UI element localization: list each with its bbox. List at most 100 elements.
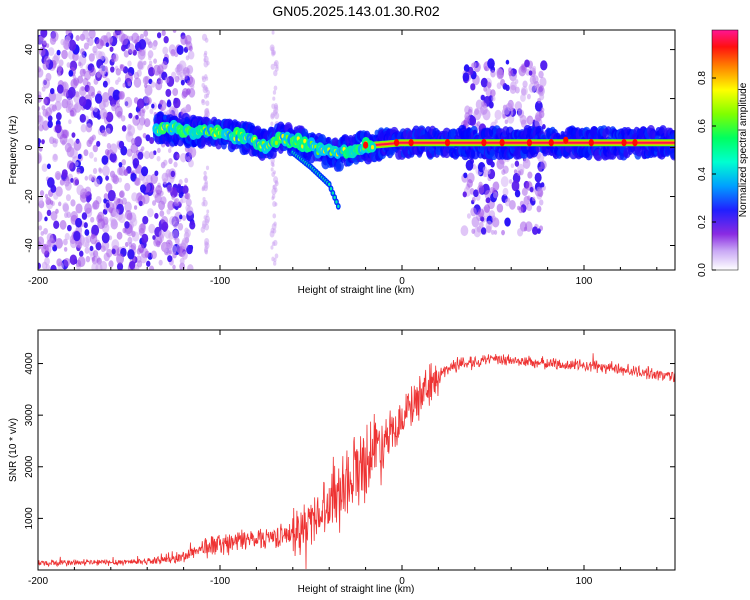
spectrogram-cell [81, 212, 88, 220]
spectrogram-x-tick-label: -200 [28, 276, 48, 287]
spectrogram-cell [96, 214, 103, 223]
spectrogram-cell [84, 241, 90, 249]
spectrogram-cell [511, 180, 520, 192]
spectrogram-cell [39, 190, 45, 197]
spectrogram-cell [122, 82, 126, 88]
spectrogram-cell [89, 106, 94, 111]
spectrogram-cell [62, 202, 69, 212]
spectrogram-cell [127, 249, 135, 260]
spectrogram-cell [56, 65, 62, 72]
spectrogram-cell [127, 212, 133, 221]
spectrogram-cell [150, 173, 158, 184]
spectrogram-cell [184, 177, 189, 184]
spectrogram-cell [471, 196, 476, 203]
spectrogram-cell [70, 199, 76, 207]
spectrogram-cell [152, 64, 161, 76]
spectrogram-cell [269, 44, 275, 52]
spectrogram-cell [121, 159, 127, 166]
spectrogram-cell [166, 184, 173, 194]
spectrogram-cell [500, 176, 509, 188]
spectrogram-cell [203, 93, 208, 99]
spectrogram-cell [167, 200, 175, 211]
spectrogram-cell [45, 197, 52, 206]
spectrogram-cell [335, 200, 338, 204]
spectrogram-cell [43, 55, 51, 65]
spectrogram-cell [187, 264, 194, 270]
spectrogram-cell [548, 139, 554, 147]
spectrogram-cell [95, 50, 103, 61]
spectrogram-cell [151, 42, 157, 51]
spectrogram-cell [75, 161, 79, 167]
spectrogram-cell [172, 221, 179, 229]
spectrogram-cell [270, 157, 275, 165]
spectrogram-cell [61, 49, 68, 60]
spectrogram-cell [173, 161, 178, 168]
spectrogram-cell [174, 211, 183, 223]
spectrogram-cell [112, 31, 118, 38]
spectrogram-cell [73, 103, 79, 110]
spectrogram-cell [103, 198, 107, 204]
spectrogram-cell [172, 264, 176, 270]
spectrogram-cell [87, 64, 93, 71]
spectrogram-cell [116, 102, 121, 108]
spectrogram-cell [140, 222, 146, 231]
spectrogram-cell [180, 79, 185, 86]
spectrogram-cell [83, 42, 89, 50]
spectrogram-cell [501, 229, 505, 236]
spectrogram-cell [159, 210, 165, 217]
colorbar-ticks: 0.0 0.2 0.4 0.6 0.8 [697, 71, 716, 277]
spectrogram-cell [270, 121, 274, 126]
spectrogram-cell [162, 114, 168, 121]
spectrogram-cell [517, 109, 525, 119]
spectrogram-cell [273, 85, 278, 91]
snr-x-tick-label: -100 [210, 576, 230, 587]
spectrogram-cell [188, 159, 194, 168]
spectrogram-cell [142, 177, 148, 186]
spectrogram-cell [77, 241, 83, 249]
spectrogram-cell [98, 168, 103, 174]
spectrogram-cell [532, 196, 536, 202]
snr-x-ticks: -200 -100 0 100 [28, 330, 658, 587]
spectrogram-cell [524, 59, 530, 68]
spectrogram-cell [141, 233, 149, 244]
colorbar-label: Normalized spectral amplitude [738, 82, 749, 217]
spectrogram-cell [114, 105, 123, 117]
spectrogram-cell [303, 138, 307, 144]
spectrogram-cell [179, 214, 183, 220]
spectrogram-cell [75, 35, 80, 42]
spectrogram-cell [534, 100, 543, 112]
spectrogram-cell [104, 148, 110, 156]
spectrogram-cell [142, 215, 149, 225]
spectrogram-cell [476, 121, 481, 127]
spectrogram-cell [112, 208, 120, 219]
spectrogram-cell [167, 255, 173, 263]
spectrogram-cell [111, 239, 120, 251]
spectrogram-cell [180, 35, 188, 46]
spectrogram-cell [93, 106, 98, 113]
spectrogram-cell [136, 260, 143, 268]
spectrogram-cell [105, 127, 111, 135]
spectrogram-cell [202, 199, 208, 207]
spectrogram-cell [273, 70, 278, 77]
spectrogram-cell [110, 66, 115, 73]
spectrogram-cell [174, 237, 180, 245]
snr-y-ticks: 1000 2000 3000 4000 [24, 352, 675, 530]
spectrogram-cell [91, 224, 100, 236]
spectrogram-cell [124, 96, 133, 108]
spectrogram-cell [124, 241, 129, 247]
spectrogram-cell [203, 60, 209, 68]
spectrogram-cell [124, 221, 130, 229]
spectrogram-cell [38, 138, 42, 145]
spectrogram-cell [92, 45, 98, 54]
spectrogram-cell [134, 177, 141, 187]
spectrogram-cell [38, 115, 44, 125]
spectrogram-cell [111, 104, 117, 112]
spectrogram-cell [121, 125, 127, 132]
spectrogram-cell [154, 193, 162, 204]
spectrogram-cell [150, 81, 156, 88]
spectrogram-cell [54, 124, 62, 134]
spectrogram-cell [140, 184, 147, 193]
spectrogram-cell [274, 253, 279, 259]
spectrogram-cell [160, 106, 164, 112]
spectrogram-cell [536, 205, 542, 213]
